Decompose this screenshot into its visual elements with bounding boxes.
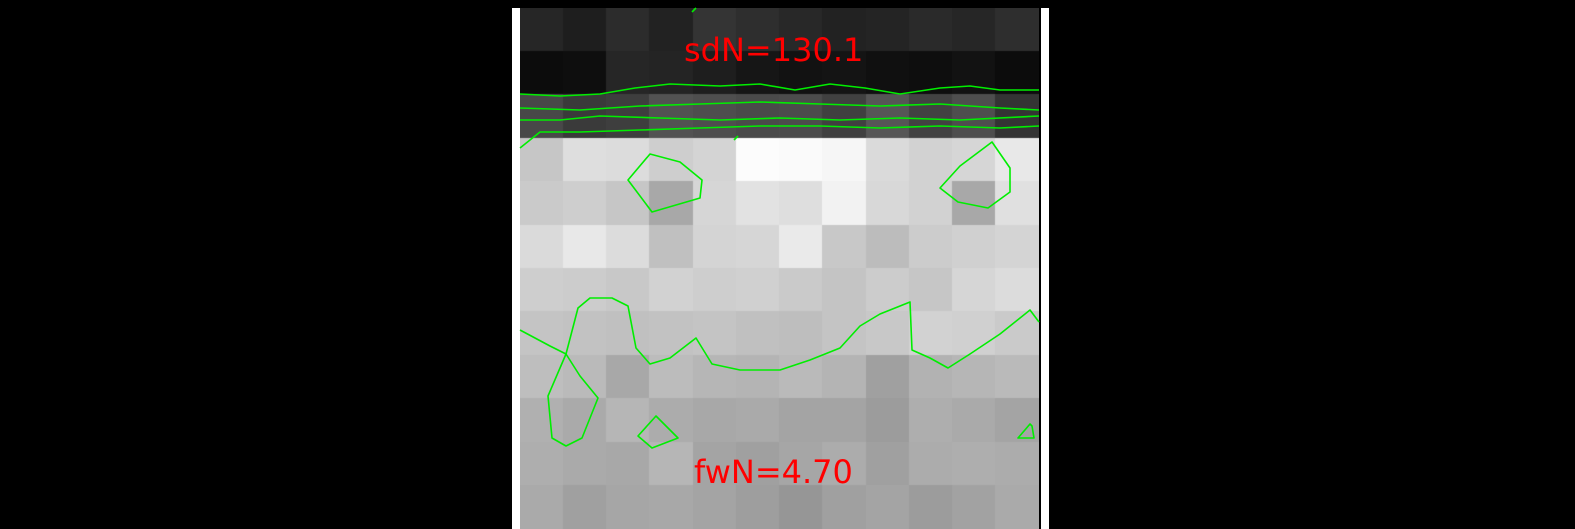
contour-blob-left <box>627 153 703 213</box>
contour-line-upper-edge <box>519 125 1040 149</box>
contour-line-band-top <box>519 83 1039 97</box>
contour-blob-lower-left <box>547 353 599 447</box>
contour-tick-top <box>691 7 697 13</box>
contour-line-wavy <box>519 297 1040 371</box>
contour-blob-lower-center <box>637 415 679 449</box>
contour-overlay <box>519 7 1040 449</box>
fwn-readout: fwN=4.70 <box>694 453 853 491</box>
contour-blob-lower-right <box>1017 423 1035 439</box>
contour-blob-right <box>939 141 1011 209</box>
contour-tick-mark <box>733 135 739 141</box>
sdn-readout: sdN=130.1 <box>684 31 864 69</box>
contour-line-band-bottom <box>520 115 1040 121</box>
contour-line-band-middle <box>519 101 1040 111</box>
left-frame-border <box>512 8 520 529</box>
pixel-intensity-image <box>520 8 1039 529</box>
right-frame-border <box>1041 8 1049 529</box>
